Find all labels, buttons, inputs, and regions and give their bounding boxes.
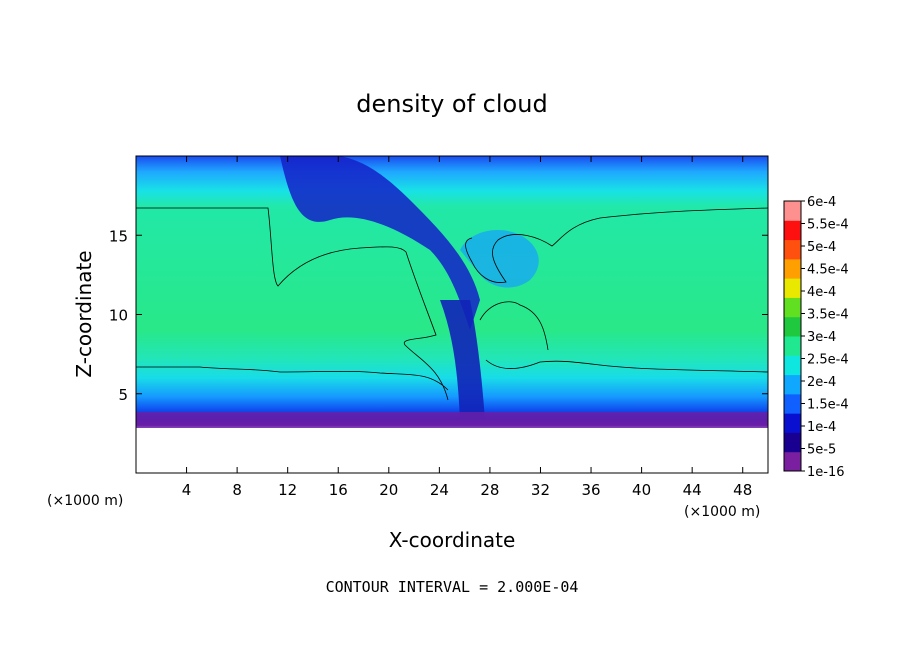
x-tick-label: 28 <box>480 481 499 499</box>
contour-line <box>136 207 768 401</box>
x-tick-label: 20 <box>379 481 398 499</box>
lower-cloud-base <box>136 412 768 428</box>
colorbar-label: 5e-4 <box>807 240 836 255</box>
y-axis-label: Z-coordinate <box>72 250 96 377</box>
colorbar-swatch <box>784 355 801 376</box>
colorbar-swatch <box>784 278 801 298</box>
x-tick-label: 16 <box>329 481 348 499</box>
colorbar-label: 1e-4 <box>807 420 836 435</box>
x-unit-right: (×1000 m) <box>684 504 760 520</box>
colorbar-label: 3.5e-4 <box>807 308 849 323</box>
colorbar-label: 4.5e-4 <box>807 263 849 278</box>
x-tick-label: 32 <box>531 481 550 499</box>
colorbar-swatch <box>784 432 801 453</box>
colorbar-swatch <box>784 258 801 279</box>
x-axis-label: X-coordinate <box>389 528 516 552</box>
colorbar-swatch <box>784 316 801 337</box>
x-tick-label: 4 <box>182 481 192 499</box>
colorbar-label: 2e-4 <box>807 375 836 390</box>
footer-note: CONTOUR INTERVAL = 2.000E-04 <box>326 578 579 596</box>
colorbar-swatch <box>784 451 801 472</box>
colorbar-swatch <box>784 374 801 395</box>
y-tick-label: 5 <box>118 386 128 404</box>
x-tick-label: 44 <box>683 481 702 499</box>
x-tick-label: 12 <box>278 481 297 499</box>
plot-area <box>136 156 768 473</box>
x-tick-label: 40 <box>632 481 651 499</box>
x-tick-label: 8 <box>232 481 242 499</box>
colorbar-swatch <box>784 413 801 433</box>
colorbar-swatch <box>784 239 801 260</box>
x-tick-label: 24 <box>430 481 449 499</box>
x-tick-label: 48 <box>733 481 752 499</box>
chart-title: density of cloud <box>356 90 547 118</box>
colorbar-swatch <box>784 201 801 221</box>
upper-plume <box>280 156 480 330</box>
central-column <box>440 300 485 420</box>
colorbar-label: 6e-4 <box>807 195 836 210</box>
colorbar-label: 3e-4 <box>807 330 836 345</box>
y-tick-label: 10 <box>109 307 128 325</box>
colorbar-label: 5.5e-4 <box>807 218 849 233</box>
colorbar-swatch <box>784 393 801 414</box>
colorbar-label: 1.5e-4 <box>807 398 849 413</box>
colorbar: 6e-4 5.5e-4 5e-4 4.5e-4 4e-4 3.5e-4 3e-4 2.5e-4… <box>783 195 849 480</box>
colorbar-swatch <box>784 336 801 356</box>
x-unit-left: (×1000 m) <box>47 493 123 509</box>
colorbar-label: 4e-4 <box>807 285 836 300</box>
colorbar-swatch <box>784 297 801 318</box>
colorbar-label: 2.5e-4 <box>807 353 849 368</box>
colorbar-label: 5e-5 <box>807 443 836 458</box>
x-tick-label: 36 <box>581 481 600 499</box>
y-tick-label: 15 <box>109 227 128 245</box>
colorbar-swatch <box>784 220 801 241</box>
colorbar-label: 1e-16 <box>807 465 845 480</box>
